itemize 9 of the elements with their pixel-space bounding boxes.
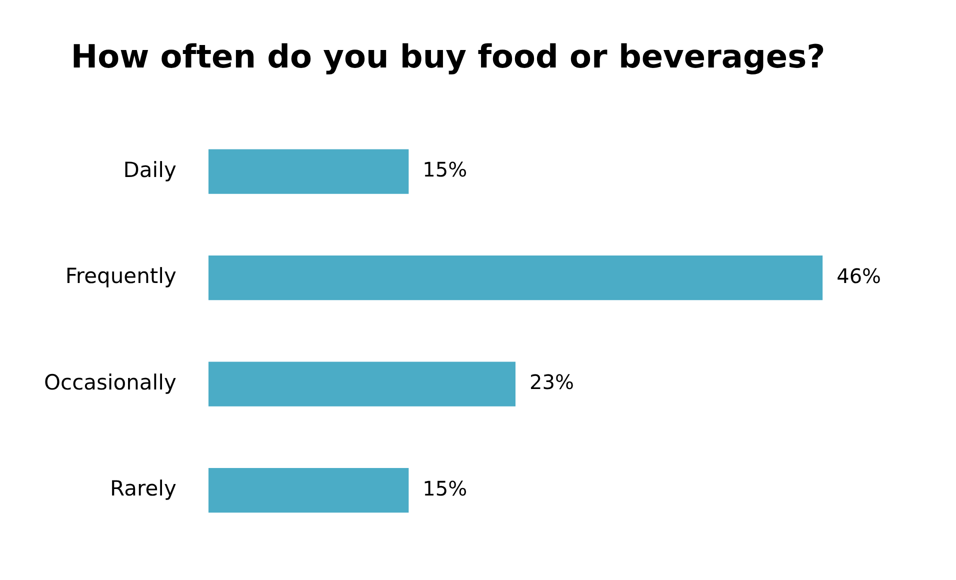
data-label: 15% xyxy=(422,158,468,182)
y-tick-label: Rarely xyxy=(110,476,176,501)
data-label: 23% xyxy=(529,370,574,394)
chart-title: How often do you buy food or beverages? xyxy=(70,38,826,76)
data-label: 15% xyxy=(422,476,468,500)
data-label: 46% xyxy=(836,264,882,288)
y-tick-label: Daily xyxy=(123,158,176,182)
y-tick-label: Occasionally xyxy=(44,370,176,394)
y-tick-label: Frequently xyxy=(65,264,176,288)
